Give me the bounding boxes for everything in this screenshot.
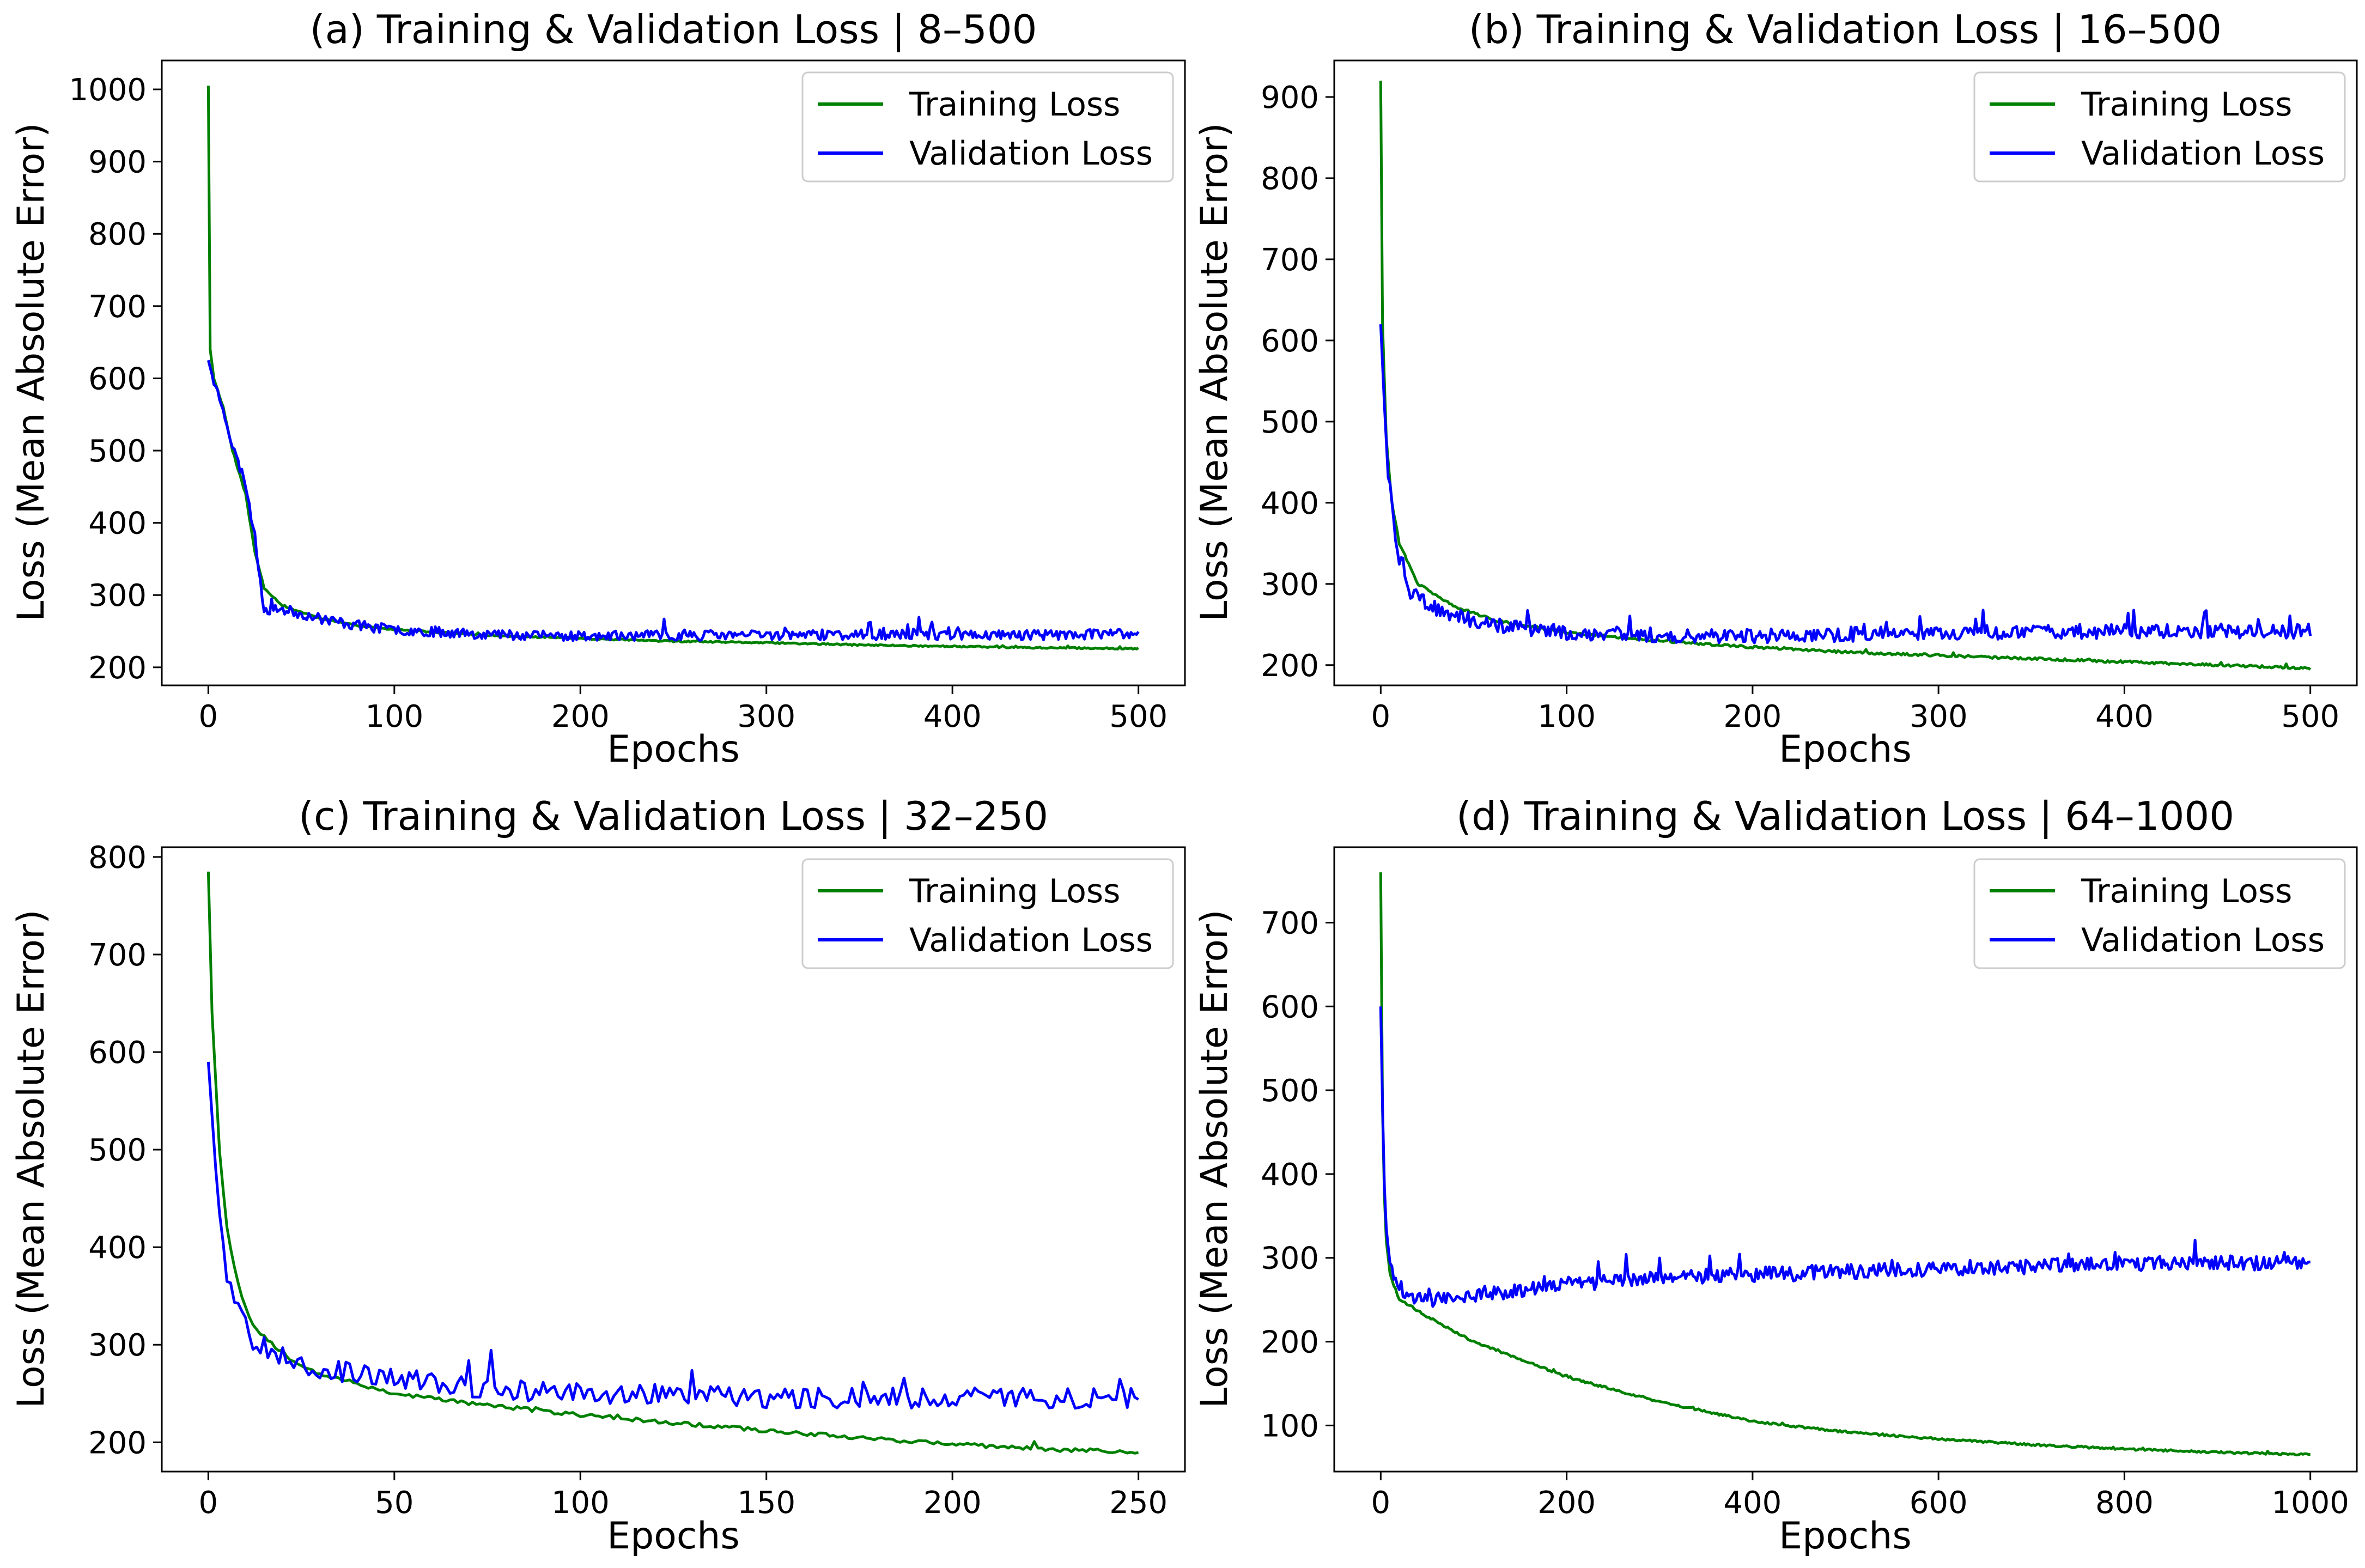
y-tick-label: 200: [1261, 1325, 1319, 1360]
legend: Training Loss Validation Loss: [1973, 71, 2346, 183]
series-line-training-loss: [1379, 872, 2311, 1457]
x-tick-label: 200: [1723, 699, 1782, 734]
chart-panel-c: (c) Training & Validation Loss | 32–250 …: [10, 793, 1186, 1558]
x-axis-label: Epochs: [1779, 1515, 1912, 1558]
legend-label: Training Loss: [909, 872, 1120, 910]
y-tick-label: 500: [88, 1133, 147, 1168]
series-line-training-loss: [206, 871, 1139, 1455]
x-tick-label: 150: [737, 1485, 795, 1521]
y-tick-label: 300: [1261, 1241, 1319, 1277]
x-tick-label: 1000: [2271, 1485, 2349, 1521]
legend-label: Validation Loss: [2081, 135, 2325, 173]
plot-area-frame: [1333, 59, 2358, 686]
legend: Training Loss Validation Loss: [801, 858, 1174, 969]
y-tick-label: 200: [1261, 648, 1319, 684]
series-line-validation-loss: [206, 1061, 1139, 1410]
x-tick-label: 500: [1109, 699, 1168, 734]
y-tick-label: 400: [88, 506, 147, 542]
x-tick-label: 0: [199, 1485, 218, 1521]
legend-label: Validation Loss: [909, 921, 1153, 959]
legend-label: Training Loss: [2081, 86, 2292, 124]
y-tick-label: 900: [88, 145, 147, 180]
y-tick-label: 500: [88, 434, 147, 469]
chart-title: (a) Training & Validation Loss | 8–500: [310, 7, 1037, 53]
y-axis-label: Loss (Mean Absolute Error): [10, 909, 53, 1408]
series-line-validation-loss: [206, 360, 1140, 642]
legend: Training Loss Validation Loss: [1973, 858, 2346, 969]
y-tick-label: 800: [88, 217, 147, 252]
y-tick-label: 800: [88, 840, 147, 876]
y-tick-label: 600: [1261, 989, 1319, 1025]
plot-area-frame: [1333, 846, 2358, 1473]
y-tick-label: 600: [88, 1035, 147, 1071]
x-tick-label: 400: [1723, 1485, 1782, 1521]
y-tick-label: 200: [88, 651, 147, 686]
x-tick-label: 400: [923, 699, 982, 734]
chart-title: (d) Training & Validation Loss | 64–1000: [1456, 793, 2234, 840]
x-tick-label: 0: [199, 699, 218, 734]
y-tick-label: 100: [1261, 1408, 1319, 1444]
y-tick-label: 700: [1261, 905, 1319, 941]
y-tick-label: 200: [88, 1425, 147, 1461]
y-axis-label: Loss (Mean Absolute Error): [1193, 909, 1236, 1408]
y-tick-label: 600: [88, 361, 147, 397]
y-tick-label: 300: [1261, 567, 1319, 603]
x-tick-label: 200: [923, 1485, 982, 1521]
plot-area-frame: [161, 846, 1186, 1473]
series-line-validation-loss: [1379, 1006, 2311, 1308]
x-axis-label: Epochs: [1779, 728, 1912, 771]
x-tick-label: 500: [2281, 699, 2339, 734]
y-tick-label: 500: [1261, 1073, 1319, 1109]
y-tick-label: 1000: [69, 72, 147, 108]
y-tick-label: 700: [88, 289, 147, 325]
x-tick-label: 0: [1371, 699, 1390, 734]
x-axis-label: Epochs: [607, 1515, 740, 1558]
y-tick-label: 700: [88, 938, 147, 973]
y-tick-label: 400: [1261, 1157, 1319, 1193]
x-tick-label: 100: [365, 699, 423, 734]
chart-panel-d: (d) Training & Validation Loss | 64–1000…: [1193, 793, 2358, 1558]
y-tick-label: 700: [1261, 242, 1319, 278]
legend-label: Validation Loss: [909, 135, 1153, 173]
y-tick-label: 300: [88, 1328, 147, 1363]
y-tick-label: 800: [1261, 161, 1319, 197]
x-tick-label: 800: [2095, 1485, 2154, 1521]
plot-area-frame: [161, 59, 1186, 686]
y-tick-label: 300: [88, 578, 147, 613]
y-tick-label: 600: [1261, 324, 1319, 359]
series-line-validation-loss: [1379, 324, 2312, 645]
x-tick-label: 300: [1910, 699, 1968, 734]
y-tick-label: 900: [1261, 80, 1319, 116]
x-tick-label: 50: [375, 1485, 414, 1521]
legend-label: Training Loss: [2081, 872, 2292, 910]
legend-label: Training Loss: [909, 86, 1120, 124]
y-tick-label: 500: [1261, 405, 1319, 440]
x-tick-label: 100: [1537, 699, 1596, 734]
x-tick-label: 300: [737, 699, 795, 734]
x-tick-label: 200: [551, 699, 610, 734]
y-tick-label: 400: [1261, 486, 1319, 521]
chart-title: (b) Training & Validation Loss | 16–500: [1469, 7, 2222, 53]
x-tick-label: 0: [1371, 1485, 1390, 1521]
legend-label: Validation Loss: [2081, 921, 2325, 959]
chart-panel-a: (a) Training & Validation Loss | 8–500 E…: [10, 7, 1186, 771]
x-axis-label: Epochs: [607, 728, 740, 771]
x-tick-label: 400: [2095, 699, 2154, 734]
chart-title: (c) Training & Validation Loss | 32–250: [299, 793, 1048, 840]
x-tick-label: 250: [1109, 1485, 1168, 1521]
y-tick-label: 400: [88, 1230, 147, 1266]
y-axis-label: Loss (Mean Absolute Error): [10, 123, 53, 621]
chart-panel-b: (b) Training & Validation Loss | 16–500 …: [1193, 7, 2358, 771]
x-tick-label: 600: [1910, 1485, 1968, 1521]
legend: Training Loss Validation Loss: [801, 71, 1174, 183]
y-axis-label: Loss (Mean Absolute Error): [1193, 123, 1236, 621]
x-tick-label: 100: [551, 1485, 610, 1521]
x-tick-label: 200: [1537, 1485, 1596, 1521]
